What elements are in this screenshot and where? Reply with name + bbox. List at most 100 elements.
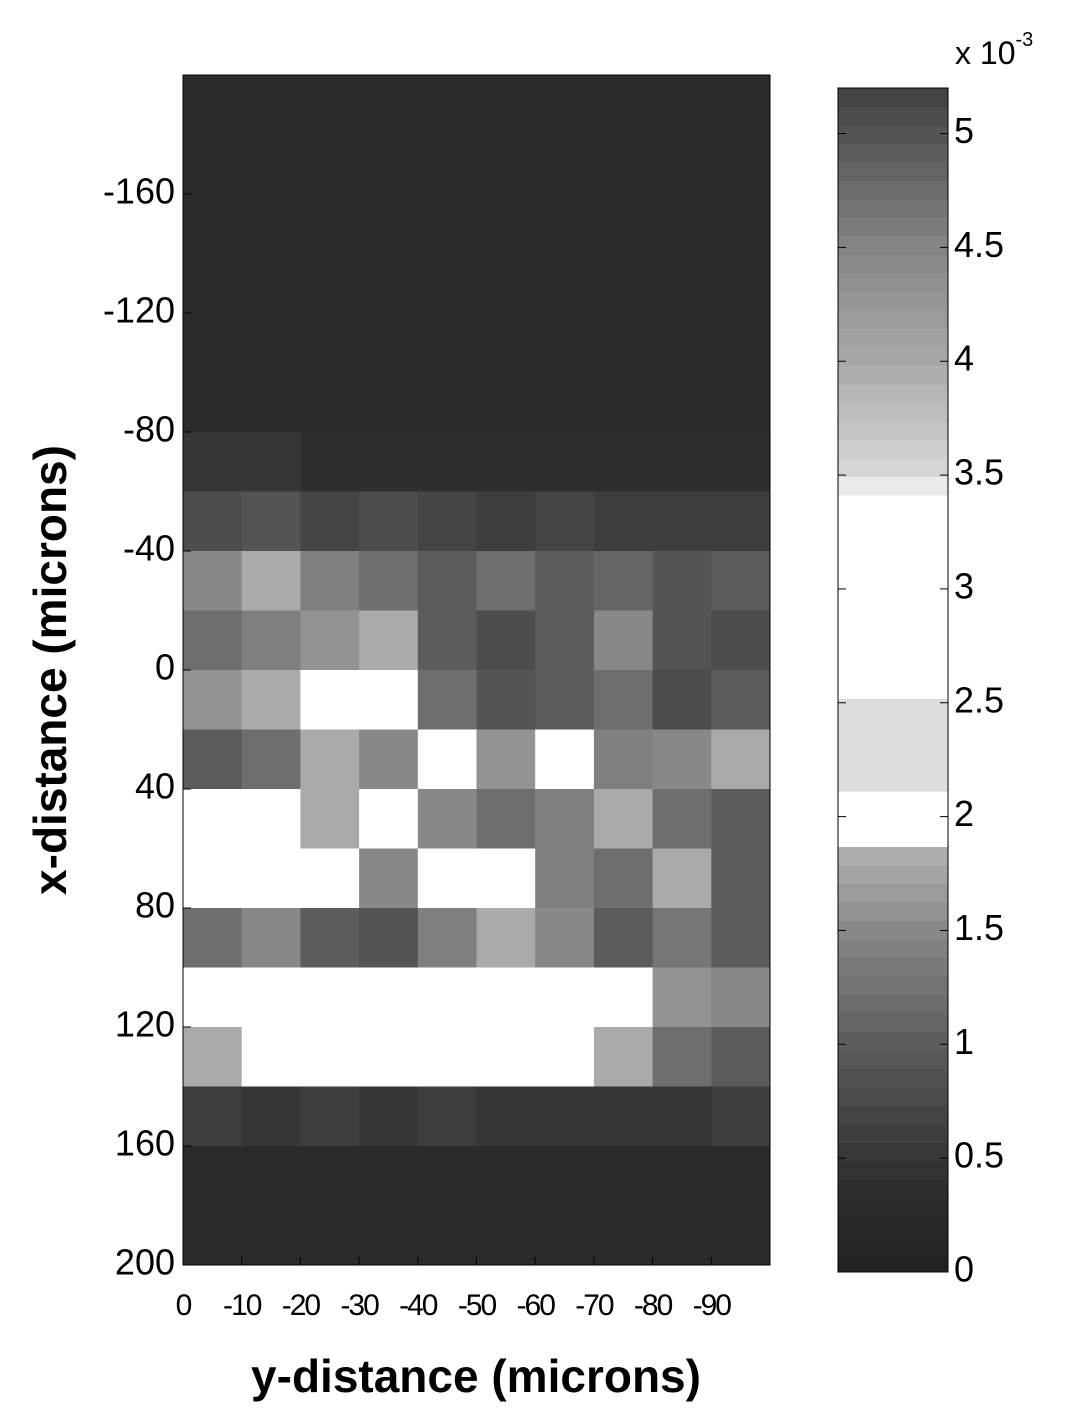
heatmap-cell <box>300 313 360 373</box>
heatmap-cell <box>359 75 419 135</box>
heatmap-cell <box>417 908 477 968</box>
heatmap-cell <box>652 551 712 611</box>
heatmap-cell <box>535 491 595 552</box>
heatmap-cell <box>593 491 654 552</box>
heatmap-cell <box>241 908 301 968</box>
y-tick-label: 0 <box>155 647 175 688</box>
heatmap-cell <box>183 1146 243 1206</box>
heatmap-cell <box>241 491 301 552</box>
colorbar-band <box>838 1031 948 1051</box>
y-tick-label: 200 <box>115 1242 175 1283</box>
y-tick-label: 40 <box>135 766 175 807</box>
heatmap-cell <box>241 1205 301 1266</box>
heatmap-cell <box>359 253 419 314</box>
colorbar-band <box>838 236 948 255</box>
heatmap-cell <box>241 1086 301 1147</box>
colorbar-band <box>838 291 948 311</box>
heatmap-cell <box>711 1205 771 1266</box>
heatmap-cell <box>241 134 301 195</box>
heatmap-cell <box>711 729 771 790</box>
heatmap-cell <box>417 75 477 135</box>
colorbar-band <box>838 1253 948 1273</box>
x-tick-label: -50 <box>458 1289 497 1322</box>
colorbar-band <box>838 735 948 755</box>
heatmap-cell <box>183 134 243 195</box>
colorbar-band <box>838 550 948 570</box>
heatmap-cell <box>359 432 419 492</box>
heatmap-cell <box>300 253 360 314</box>
colorbar-tick-label: 1.5 <box>954 907 1004 948</box>
heatmap-cell <box>711 670 771 730</box>
colorbar-band <box>838 1068 948 1088</box>
heatmap-cell <box>476 729 536 790</box>
colorbar-band <box>838 939 948 958</box>
heatmap-cell <box>652 670 712 730</box>
heatmap-cell <box>241 610 301 671</box>
heatmap-cell <box>711 908 771 968</box>
heatmap-cell <box>711 848 771 909</box>
heatmap-cell <box>359 967 419 1028</box>
colorbar-band <box>838 402 948 422</box>
heatmap-cell <box>476 253 536 314</box>
colorbar-band <box>838 606 948 625</box>
heatmap-cell <box>183 967 243 1028</box>
heatmap-cell <box>652 75 712 135</box>
heatmap-cell <box>300 551 360 611</box>
heatmap-cell <box>417 1205 477 1266</box>
y-tick-label: 120 <box>115 1004 175 1045</box>
colorbar-band <box>838 643 948 662</box>
colorbar-band <box>838 1105 948 1125</box>
heatmap-cell <box>300 75 360 135</box>
heatmap-cell <box>535 789 595 849</box>
colorbar-tick-label: 3.5 <box>954 452 1004 493</box>
heatmap-cell <box>359 729 419 790</box>
heatmap-cell <box>417 610 477 671</box>
colorbar-band <box>838 994 948 1014</box>
heatmap-cell <box>183 1205 243 1266</box>
heatmap-cell <box>711 1146 771 1206</box>
heatmap-cell <box>417 432 477 492</box>
colorbar-band <box>838 273 948 292</box>
colorbar-band <box>838 828 948 847</box>
heatmap-cell <box>535 670 595 730</box>
heatmap-cell <box>652 848 712 909</box>
heatmap-cell <box>417 1027 477 1087</box>
heatmap-cell <box>241 313 301 373</box>
colorbar-band <box>838 754 948 773</box>
y-tick-label: 80 <box>135 885 175 926</box>
heatmap-cell <box>652 432 712 492</box>
heatmap-cell <box>476 789 536 849</box>
colorbar-band <box>838 680 948 699</box>
colorbar-band <box>838 809 948 829</box>
heatmap-cell <box>183 313 243 373</box>
heatmap-cell <box>593 729 654 790</box>
x-tick-label: 0 <box>176 1289 192 1322</box>
heatmap-cell <box>359 551 419 611</box>
heatmap-cell <box>241 253 301 314</box>
colorbar-band <box>838 106 948 126</box>
heatmap-cell <box>535 75 595 135</box>
heatmap-cell <box>652 194 712 254</box>
colorbar-band <box>838 587 948 607</box>
heatmap-cell <box>652 1086 712 1147</box>
heatmap-cell <box>535 432 595 492</box>
y-tick-label: -160 <box>103 171 175 212</box>
heatmap-cell <box>300 1205 360 1266</box>
heatmap-cell <box>535 551 595 611</box>
colorbar-band <box>838 476 948 496</box>
heatmap-cell <box>711 1086 771 1147</box>
colorbar-band <box>838 976 948 995</box>
heatmap-cell <box>183 194 243 254</box>
heatmap-cell <box>535 1027 595 1087</box>
heatmap-cell <box>476 908 536 968</box>
heatmap-cell <box>652 789 712 849</box>
heatmap-cell <box>183 848 243 909</box>
heatmap-cell <box>241 848 301 909</box>
heatmap-cell <box>183 908 243 968</box>
heatmap-cell <box>359 134 419 195</box>
heatmap-cell <box>711 491 771 552</box>
heatmap-cell <box>652 967 712 1028</box>
heatmap-cell <box>183 1086 243 1147</box>
colorbar-band <box>838 310 948 329</box>
